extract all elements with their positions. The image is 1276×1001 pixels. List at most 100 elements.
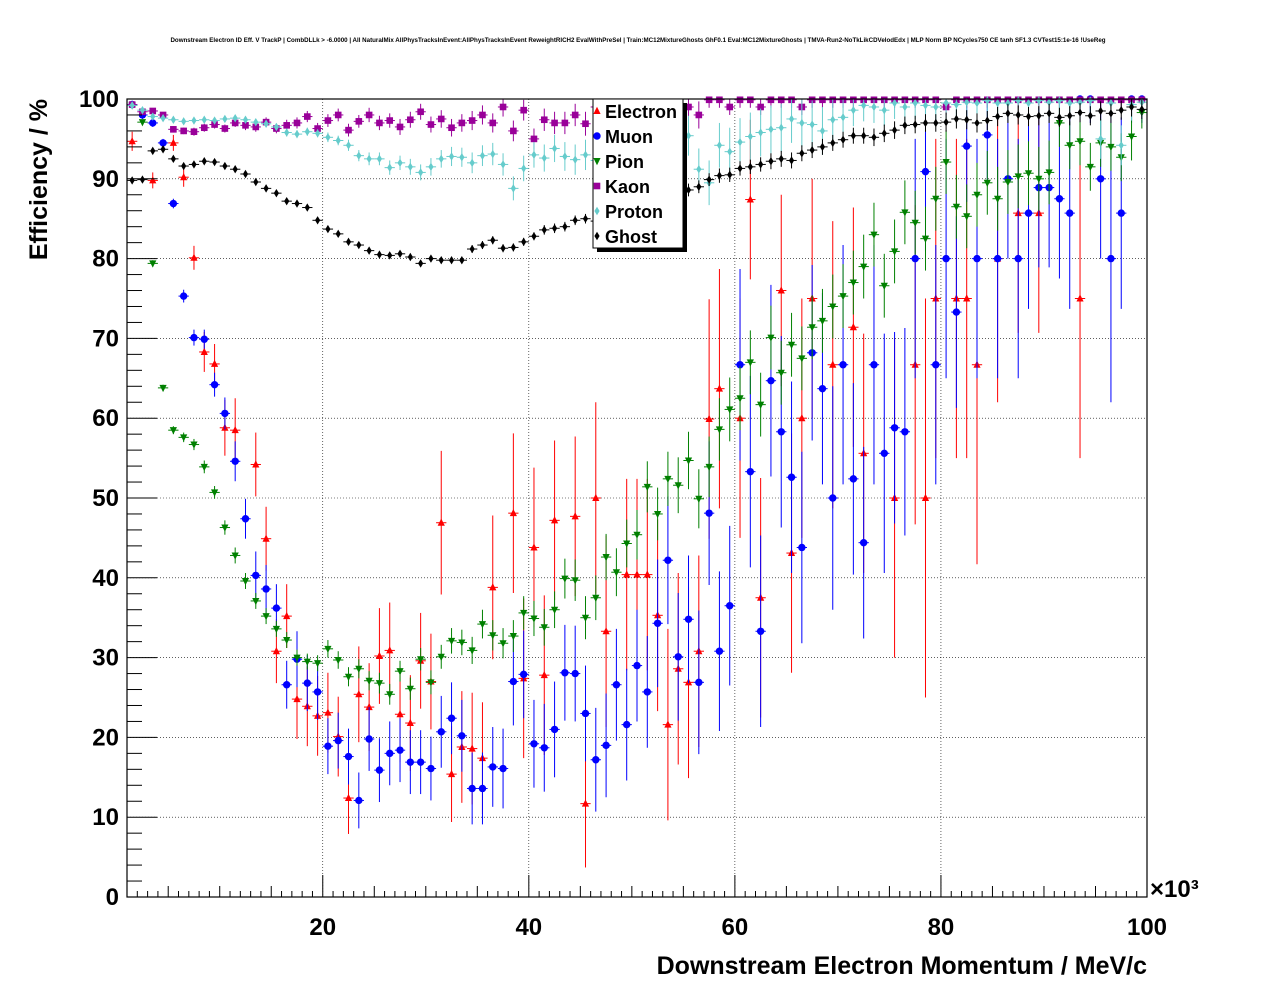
electron-point (344, 793, 353, 802)
proton-point (356, 151, 362, 160)
proton-point (1118, 141, 1124, 150)
electron-point (375, 651, 384, 660)
kaon-point (170, 126, 177, 133)
legend: Electron Muon Pion Kaon Proton Ghost (592, 98, 687, 252)
proton-point (242, 115, 249, 124)
pion-point (396, 668, 404, 676)
ghost-point (1118, 105, 1124, 115)
proton-point (727, 147, 733, 156)
proton-point (582, 150, 589, 160)
pion-point (241, 577, 250, 586)
ghost-point (1056, 113, 1063, 122)
muon-point (880, 449, 888, 458)
muon-point (231, 457, 239, 465)
electron-point (169, 138, 177, 146)
kaon-point (180, 127, 187, 135)
kaon-point (365, 111, 373, 119)
pion-point (726, 406, 734, 414)
kaon-point (819, 96, 826, 104)
ghost-point (819, 142, 826, 152)
pion-point (911, 219, 919, 227)
ghost-point (222, 161, 228, 171)
muon-point (602, 741, 610, 750)
muon-point (1096, 175, 1105, 183)
proton-point (572, 155, 578, 164)
pion-point (602, 554, 610, 562)
kaon-point (468, 117, 476, 124)
pion-point (447, 637, 456, 646)
muon-point (272, 604, 281, 612)
ghost-point (160, 145, 166, 154)
pion-point (695, 495, 703, 503)
muon-point (818, 384, 827, 393)
ghost-point (716, 171, 723, 180)
kaon-point (324, 117, 332, 124)
ghost-point (737, 164, 743, 173)
pion-point (200, 463, 208, 472)
muon-point (334, 736, 342, 745)
proton-point (181, 117, 187, 126)
proton-point (1046, 97, 1052, 107)
proton-point (799, 118, 805, 128)
electron-point (540, 670, 548, 679)
electron-point (200, 347, 208, 355)
kaon-point (808, 96, 816, 104)
kaon-point (190, 128, 198, 136)
ghost-point (799, 149, 805, 158)
muon-point (973, 254, 981, 263)
pion-point (571, 577, 579, 585)
ghost-point (840, 135, 846, 144)
kaon-point (551, 119, 558, 127)
pion-point (550, 606, 559, 614)
ghost-point (685, 185, 692, 195)
ghost-point (150, 146, 156, 156)
ghost-point (490, 236, 496, 245)
muon-point (756, 627, 765, 635)
kaon-point (561, 119, 569, 127)
pion-point (324, 645, 332, 654)
electron-point (437, 518, 445, 526)
muon-point (983, 131, 992, 139)
ghost-point (397, 249, 403, 259)
legend-item-electron: Electron (593, 102, 677, 122)
pion-point (180, 434, 188, 442)
kaon-point (757, 103, 764, 111)
proton-point (995, 98, 1001, 108)
electron-point (664, 720, 672, 728)
ghost-point (830, 138, 836, 148)
pion-point (231, 552, 239, 560)
proton-point (881, 105, 887, 115)
electron-point (489, 583, 497, 591)
legend-label-kaon: Kaon (605, 177, 650, 197)
kaon-point (386, 117, 394, 124)
muon-point (303, 679, 312, 687)
proton-point (912, 98, 918, 108)
axis-ticks: 20 40 60 80 100 0 10 20 30 40 50 60 70 80 90 100 (79, 86, 1167, 941)
muon-point (736, 361, 744, 369)
proton-point (500, 160, 506, 169)
pion-point (808, 324, 816, 332)
pion-point (386, 691, 394, 699)
electron-point (406, 718, 414, 727)
ghost-point (1128, 102, 1135, 112)
pion-point (787, 341, 796, 349)
electron-point (180, 173, 188, 181)
muon-point (386, 749, 394, 758)
ghost-point (933, 118, 939, 128)
pion-point (777, 369, 785, 377)
muon-point (540, 744, 548, 752)
kaon-point (252, 123, 260, 131)
pion-point (684, 457, 693, 465)
pion-point (612, 569, 620, 577)
kaon-point (200, 124, 208, 132)
ghost-point (521, 237, 527, 247)
legend-marker-electron (593, 106, 601, 114)
ghost-point (438, 255, 444, 265)
ghost-point (706, 175, 712, 184)
kaon-point (355, 118, 363, 125)
pion-point (674, 482, 682, 490)
ghost-point (850, 131, 856, 140)
electron-point (210, 359, 219, 367)
electron-point (447, 769, 456, 778)
electron-point (581, 799, 590, 807)
